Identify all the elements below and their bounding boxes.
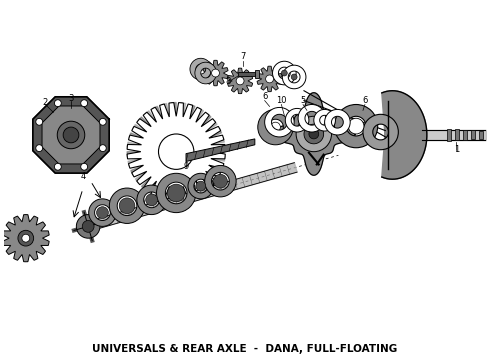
Polygon shape xyxy=(211,147,225,152)
Circle shape xyxy=(296,116,332,152)
Polygon shape xyxy=(201,174,214,186)
Bar xyxy=(479,131,483,139)
Circle shape xyxy=(63,127,79,143)
Polygon shape xyxy=(145,111,156,124)
Text: 2: 2 xyxy=(43,98,48,107)
Circle shape xyxy=(54,100,61,107)
Text: 5: 5 xyxy=(300,95,306,104)
Polygon shape xyxy=(127,152,141,157)
Polygon shape xyxy=(127,103,225,201)
Polygon shape xyxy=(33,97,109,173)
Bar xyxy=(455,129,459,140)
Circle shape xyxy=(168,184,185,202)
Polygon shape xyxy=(133,124,147,135)
Polygon shape xyxy=(162,103,169,118)
Circle shape xyxy=(36,118,43,125)
Text: 6: 6 xyxy=(362,95,368,104)
Text: 10: 10 xyxy=(276,95,287,104)
Polygon shape xyxy=(176,187,181,201)
Polygon shape xyxy=(193,108,203,122)
Polygon shape xyxy=(210,138,224,145)
Polygon shape xyxy=(97,163,297,228)
Circle shape xyxy=(81,163,88,170)
Polygon shape xyxy=(180,103,186,117)
Polygon shape xyxy=(272,93,355,175)
Polygon shape xyxy=(172,103,176,116)
Polygon shape xyxy=(149,181,160,195)
Circle shape xyxy=(119,198,135,213)
Circle shape xyxy=(212,69,220,77)
Circle shape xyxy=(304,124,323,144)
Polygon shape xyxy=(2,215,49,262)
Polygon shape xyxy=(382,91,427,179)
Circle shape xyxy=(54,163,61,170)
Circle shape xyxy=(146,194,157,206)
Circle shape xyxy=(214,174,227,188)
Polygon shape xyxy=(186,139,255,162)
Bar xyxy=(463,130,467,140)
Polygon shape xyxy=(203,60,228,86)
Polygon shape xyxy=(142,177,154,190)
Polygon shape xyxy=(190,183,199,197)
Polygon shape xyxy=(128,158,142,166)
Bar xyxy=(238,72,256,76)
Circle shape xyxy=(291,74,297,80)
Polygon shape xyxy=(209,162,223,171)
Circle shape xyxy=(99,145,106,152)
Bar xyxy=(471,130,475,139)
Polygon shape xyxy=(157,184,166,199)
Text: 8: 8 xyxy=(225,77,231,86)
Circle shape xyxy=(36,145,43,152)
Circle shape xyxy=(236,77,244,85)
Circle shape xyxy=(270,122,280,132)
Circle shape xyxy=(266,75,273,83)
Circle shape xyxy=(81,100,88,107)
Polygon shape xyxy=(198,114,211,127)
Text: 6: 6 xyxy=(262,91,268,100)
Text: 7: 7 xyxy=(241,52,245,61)
Polygon shape xyxy=(211,155,225,161)
Polygon shape xyxy=(127,142,142,148)
Circle shape xyxy=(99,118,106,125)
Circle shape xyxy=(196,181,206,191)
Polygon shape xyxy=(138,117,151,129)
Circle shape xyxy=(281,70,287,76)
Polygon shape xyxy=(207,129,221,138)
Polygon shape xyxy=(153,106,163,121)
Polygon shape xyxy=(206,168,220,179)
Polygon shape xyxy=(257,66,282,92)
Circle shape xyxy=(158,134,194,169)
Polygon shape xyxy=(42,106,100,164)
Polygon shape xyxy=(187,105,195,119)
Polygon shape xyxy=(183,185,191,200)
Polygon shape xyxy=(227,68,253,94)
Polygon shape xyxy=(129,133,144,141)
Circle shape xyxy=(97,207,108,219)
Polygon shape xyxy=(131,165,145,175)
Circle shape xyxy=(309,129,318,139)
Circle shape xyxy=(22,234,30,242)
Polygon shape xyxy=(203,121,217,132)
Circle shape xyxy=(348,118,364,134)
Bar xyxy=(447,129,451,141)
Text: 9: 9 xyxy=(183,162,189,171)
Circle shape xyxy=(18,230,34,246)
Text: UNIVERSALS & REAR AXLE  -  DANA, FULL-FLOATING: UNIVERSALS & REAR AXLE - DANA, FULL-FLOA… xyxy=(93,345,397,354)
Circle shape xyxy=(57,121,85,149)
Circle shape xyxy=(76,215,100,238)
Polygon shape xyxy=(135,171,149,183)
Polygon shape xyxy=(167,186,172,201)
Text: 3: 3 xyxy=(68,94,73,103)
Text: 4: 4 xyxy=(80,172,85,181)
Text: 1: 1 xyxy=(454,145,459,154)
Bar xyxy=(255,70,259,78)
Polygon shape xyxy=(196,179,207,193)
Circle shape xyxy=(82,220,94,232)
